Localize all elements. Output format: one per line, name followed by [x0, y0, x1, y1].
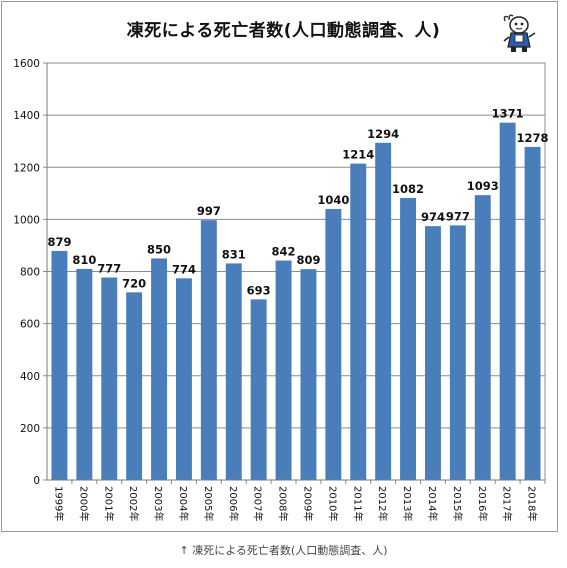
- x-tick-label: 2000年: [77, 486, 90, 521]
- y-tick-label: 800: [20, 267, 40, 279]
- bar-value-label: 997: [197, 204, 221, 218]
- y-tick-label: 600: [20, 319, 40, 331]
- bar-value-label: 974: [421, 210, 445, 224]
- y-tick-label: 1200: [13, 162, 40, 174]
- bar-value-label: 842: [272, 245, 296, 259]
- y-tick-label: 1600: [13, 58, 40, 70]
- bar: [275, 260, 292, 480]
- bar-value-label: 879: [47, 235, 71, 249]
- bar-value-label: 809: [296, 253, 320, 267]
- x-tick-label: 2002年: [127, 486, 140, 521]
- bar-value-label: 1294: [367, 127, 399, 141]
- x-tick-label: 2018年: [526, 486, 539, 521]
- bar: [350, 163, 367, 480]
- x-tick-label: 2016年: [476, 486, 489, 521]
- y-tick-label: 200: [20, 423, 40, 435]
- bar: [101, 277, 118, 480]
- bar: [325, 208, 342, 480]
- x-tick-label: 2009年: [301, 486, 314, 521]
- bar: [200, 220, 217, 481]
- x-tick-label: 2003年: [152, 486, 165, 521]
- x-tick-label: 2006年: [227, 486, 240, 521]
- y-tick-label: 1000: [13, 214, 40, 226]
- bar-value-label: 777: [97, 261, 121, 275]
- x-tick-label: 2013年: [401, 486, 414, 521]
- bar-value-label: 1093: [467, 179, 499, 193]
- x-tick-label: 2001年: [102, 486, 115, 521]
- y-tick-label: 0: [33, 475, 40, 487]
- bar-value-label: 977: [446, 209, 470, 223]
- bar-value-label: 850: [147, 242, 171, 256]
- x-tick-label: 2005年: [202, 486, 215, 521]
- bar: [474, 195, 491, 480]
- bar-chart: 0 200 400 600 800 1000 1200 1400 1600 879 1999年 810…: [13, 58, 549, 521]
- bar: [250, 299, 267, 480]
- bar-value-label: 1082: [392, 182, 424, 196]
- bar: [449, 225, 466, 480]
- bar-value-label: 831: [222, 247, 246, 261]
- bar: [499, 122, 516, 480]
- bar: [76, 268, 93, 480]
- bar: [151, 258, 168, 480]
- bar-value-label: 720: [122, 276, 146, 290]
- y-tick-label: 1400: [13, 110, 40, 122]
- bar-value-label: 693: [247, 283, 271, 297]
- x-tick-label: 2008年: [277, 486, 290, 521]
- bar: [51, 250, 68, 480]
- bar: [424, 226, 441, 480]
- x-tick-label: 2007年: [252, 486, 265, 521]
- bar: [524, 146, 541, 480]
- bar-value-label: 1371: [492, 107, 524, 121]
- bar: [225, 263, 242, 480]
- x-tick-label: 2015年: [451, 486, 464, 521]
- y-tick-label: 400: [20, 371, 40, 383]
- chart-title: 凍死による死亡者数(人口動態調査、人): [126, 21, 441, 41]
- x-tick-label: 2017年: [501, 486, 514, 521]
- bar-value-label: 1040: [317, 193, 349, 207]
- bar: [300, 269, 317, 480]
- mascot-character-icon: [503, 14, 536, 52]
- bar-value-label: 774: [172, 262, 196, 276]
- x-tick-label: 2010年: [326, 486, 339, 521]
- chart-caption: ↑ 凍死による死亡者数(人口動態調査、人): [179, 544, 388, 557]
- x-tick-label: 2012年: [376, 486, 389, 521]
- bar-value-label: 1214: [342, 148, 374, 162]
- bar: [375, 142, 392, 480]
- bar-value-label: 1278: [517, 131, 549, 145]
- x-tick-label: 2011年: [351, 486, 364, 521]
- bar: [175, 278, 192, 480]
- bar-value-label: 810: [72, 253, 96, 267]
- bar: [400, 198, 417, 480]
- bar: [126, 292, 143, 480]
- x-tick-label: 2004年: [177, 486, 190, 521]
- x-tick-label: 2014年: [426, 486, 439, 521]
- x-tick-label: 1999年: [52, 486, 65, 521]
